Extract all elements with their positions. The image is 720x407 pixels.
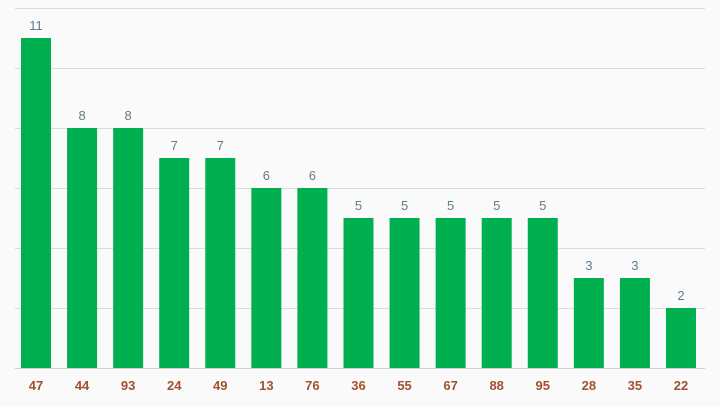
bar-47 <box>21 38 51 368</box>
x-tick-label-67: 67 <box>443 378 457 393</box>
data-label-22: 2 <box>677 288 684 303</box>
bar-layer <box>21 38 696 368</box>
bar-28 <box>573 278 604 368</box>
bar-13 <box>251 188 282 368</box>
data-label-55: 5 <box>401 198 408 213</box>
x-tick-label-44: 44 <box>75 378 90 393</box>
x-tick-label-88: 88 <box>489 378 503 393</box>
data-label-35: 3 <box>631 258 638 273</box>
x-tick-label-47: 47 <box>29 378 43 393</box>
x-tick-label-76: 76 <box>305 378 319 393</box>
bar-22 <box>665 308 696 368</box>
data-label-93: 8 <box>125 108 132 123</box>
bar-24 <box>159 158 190 368</box>
x-tick-label-36: 36 <box>351 378 365 393</box>
x-tick-label-22: 22 <box>674 378 688 393</box>
data-label-49: 7 <box>217 138 224 153</box>
data-label-76: 6 <box>309 168 316 183</box>
data-label-28: 3 <box>585 258 592 273</box>
x-tick-label-95: 95 <box>536 378 550 393</box>
bar-55 <box>389 218 420 368</box>
bar-76 <box>297 188 328 368</box>
bar-95 <box>527 218 558 368</box>
data-label-44: 8 <box>78 108 85 123</box>
bar-44 <box>67 128 98 368</box>
bar-35 <box>619 278 650 368</box>
x-tick-label-35: 35 <box>628 378 642 393</box>
bar-93 <box>113 128 144 368</box>
data-label-47: 11 <box>29 18 43 33</box>
data-label-13: 6 <box>263 168 270 183</box>
x-tick-label-24: 24 <box>167 378 182 393</box>
x-tick-layer: 47 44 93 24 49 13 76 36 55 67 88 95 28 35 22 <box>29 378 688 393</box>
data-label-36: 5 <box>355 198 362 213</box>
x-tick-label-55: 55 <box>397 378 411 393</box>
bar-88 <box>481 218 512 368</box>
value-label-layer: 11 8 8 7 7 6 6 5 5 5 5 5 3 3 2 <box>29 18 684 303</box>
data-label-88: 5 <box>493 198 500 213</box>
data-label-67: 5 <box>447 198 454 213</box>
x-tick-label-93: 93 <box>121 378 135 393</box>
data-label-95: 5 <box>539 198 546 213</box>
data-label-24: 7 <box>171 138 178 153</box>
x-tick-label-13: 13 <box>259 378 273 393</box>
bar-49 <box>205 158 236 368</box>
bar-67 <box>435 218 466 368</box>
x-tick-label-49: 49 <box>213 378 227 393</box>
x-tick-label-28: 28 <box>582 378 596 393</box>
bar-36 <box>343 218 374 368</box>
